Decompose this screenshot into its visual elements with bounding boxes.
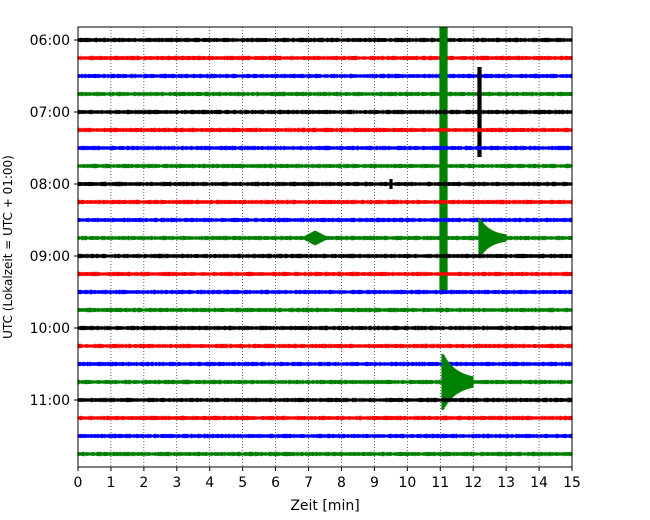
x-axis-label: Zeit [min] [290,498,359,514]
grid-lines [110,27,540,467]
seismogram-trace [77,73,573,79]
x-tick-label: 15 [563,475,581,491]
seismogram-trace [77,325,573,331]
seismogram-trace [77,451,573,457]
seismogram-trace [77,37,573,43]
x-tick-label: 12 [464,475,482,491]
x-tick-label: 3 [172,475,181,491]
seismogram-trace [77,289,573,295]
seismogram-trace [77,67,573,157]
x-tick-label: 7 [304,475,313,491]
y-tick-label: 09:00 [30,249,70,265]
x-axis-ticks: 0 1 2 3 4 5 6 7 8 9 10 11 12 13 14 15 [74,467,581,491]
seismogram-trace [77,253,573,259]
y-tick-label: 07:00 [30,105,70,121]
seismogram-trace [77,199,573,205]
seismogram-trace [77,163,573,169]
x-tick-label: 4 [205,475,214,491]
x-tick-label: 1 [106,475,115,491]
seismogram-trace [77,217,573,223]
y-tick-label: 06:00 [30,33,70,49]
seismogram-trace [77,179,573,189]
seismogram-trace [77,27,573,294]
seismogram-trace [77,397,573,403]
y-tick-label: 11:00 [30,393,70,409]
seismogram-trace [77,218,573,258]
x-tick-label: 14 [530,475,548,491]
x-tick-label: 0 [74,475,83,491]
x-tick-label: 11 [431,475,449,491]
seismogram-trace [77,433,573,439]
seismogram-trace [77,415,573,421]
y-axis-ticks: 06:00 07:00 08:00 09:00 10:00 11:00 [30,33,78,409]
x-tick-label: 2 [139,475,148,491]
x-tick-label: 9 [370,475,379,491]
seismogram-trace [77,271,573,277]
seismogram-trace [77,343,573,349]
x-tick-label: 13 [497,475,515,491]
seismogram-trace [77,361,573,367]
y-axis-label: UTC (Lokalzeit = UTC + 01:00) [1,155,15,339]
x-tick-label: 8 [337,475,346,491]
seismogram-traces [77,27,573,457]
x-tick-label: 6 [271,475,280,491]
plot-frame [77,26,573,468]
seismogram-trace [77,55,573,61]
seismogram-trace [77,307,573,313]
seismogram-trace [77,127,573,133]
x-tick-label: 5 [238,475,247,491]
x-tick-label: 10 [398,475,416,491]
y-tick-label: 10:00 [30,321,70,337]
y-tick-label: 08:00 [30,177,70,193]
seismogram-trace [77,145,573,151]
